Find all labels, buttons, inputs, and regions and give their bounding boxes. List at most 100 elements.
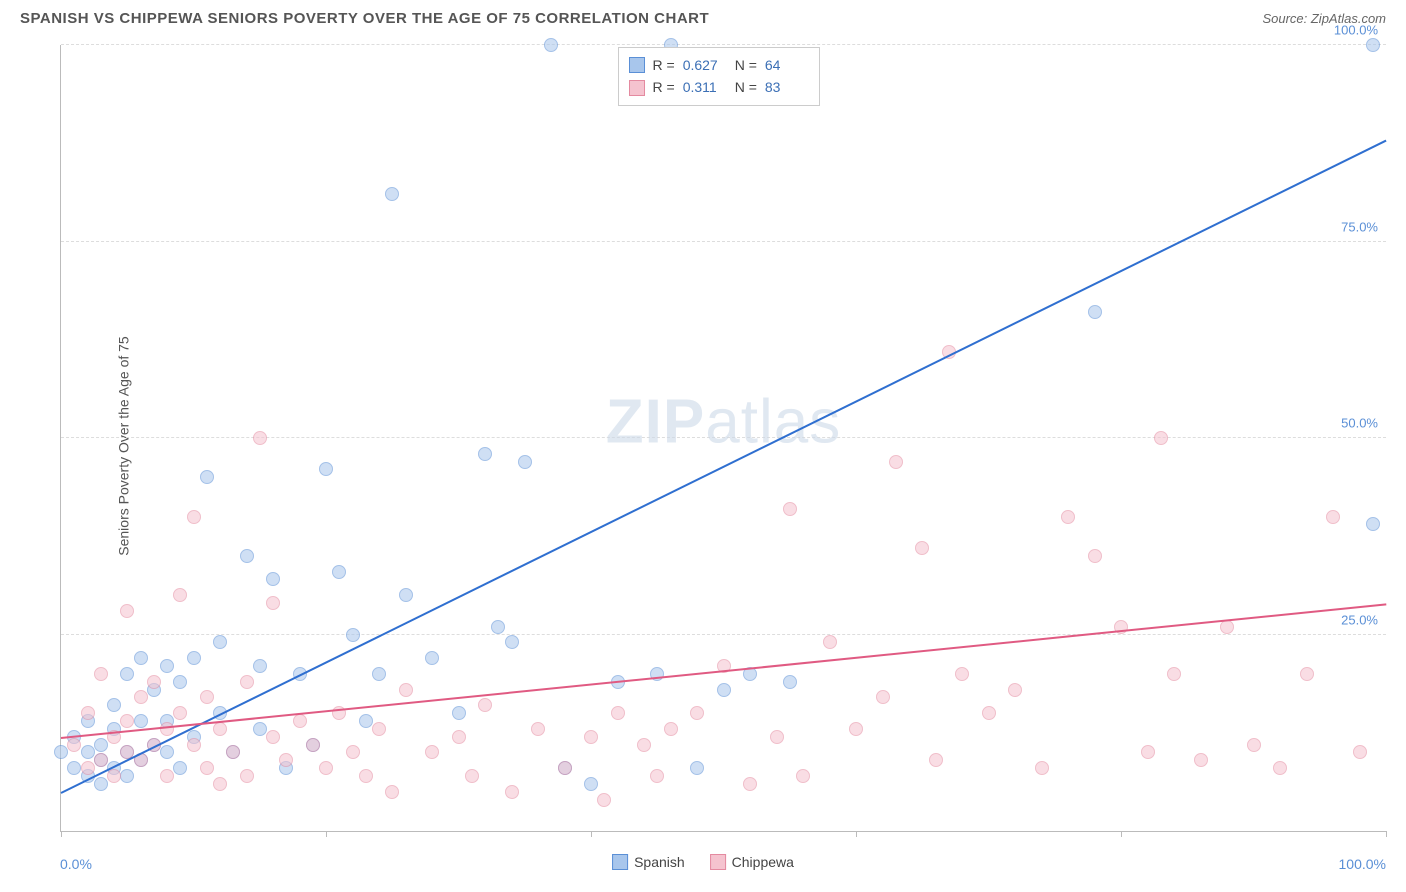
data-point <box>584 730 598 744</box>
data-point <box>425 745 439 759</box>
data-point <box>1088 549 1102 563</box>
plot-area: ZIPatlas R =0.627N =64R =0.311N =83 25.0… <box>60 45 1386 832</box>
data-point <box>359 714 373 728</box>
data-point <box>94 777 108 791</box>
data-point <box>134 690 148 704</box>
data-point <box>637 738 651 752</box>
data-point <box>372 722 386 736</box>
data-point <box>200 470 214 484</box>
data-point <box>346 628 360 642</box>
n-label: N = <box>735 76 757 98</box>
data-point <box>81 706 95 720</box>
data-point <box>160 769 174 783</box>
data-point <box>94 667 108 681</box>
data-point <box>120 714 134 728</box>
watermark: ZIPatlas <box>606 387 841 458</box>
data-point <box>399 588 413 602</box>
data-point <box>332 565 346 579</box>
data-point <box>253 431 267 445</box>
data-point <box>385 785 399 799</box>
data-point <box>107 769 121 783</box>
data-point <box>266 730 280 744</box>
data-point <box>293 714 307 728</box>
legend-item: Spanish <box>612 854 685 870</box>
data-point <box>173 761 187 775</box>
data-point <box>187 651 201 665</box>
data-point <box>120 604 134 618</box>
data-point <box>67 738 81 752</box>
data-point <box>1300 667 1314 681</box>
data-point <box>452 730 466 744</box>
x-min-label: 0.0% <box>60 856 92 872</box>
data-point <box>1247 738 1261 752</box>
data-point <box>1088 305 1102 319</box>
data-point <box>120 769 134 783</box>
data-point <box>240 549 254 563</box>
y-tick-label: 50.0% <box>1341 416 1378 431</box>
x-tick <box>61 831 62 837</box>
data-point <box>1141 745 1155 759</box>
data-point <box>518 455 532 469</box>
n-value: 83 <box>765 76 809 98</box>
data-point <box>147 675 161 689</box>
data-point <box>94 738 108 752</box>
y-tick-label: 100.0% <box>1334 23 1378 38</box>
data-point <box>478 698 492 712</box>
legend-label: Chippewa <box>732 854 794 870</box>
data-point <box>134 651 148 665</box>
data-point <box>1061 510 1075 524</box>
x-tick <box>1386 831 1387 837</box>
data-point <box>783 675 797 689</box>
data-point <box>1366 517 1380 531</box>
data-point <box>1353 745 1367 759</box>
data-point <box>1366 38 1380 52</box>
data-point <box>134 714 148 728</box>
data-point <box>253 659 267 673</box>
data-point <box>478 447 492 461</box>
chart-header: SPANISH VS CHIPPEWA SENIORS POVERTY OVER… <box>0 0 1406 32</box>
data-point <box>889 455 903 469</box>
data-point <box>1035 761 1049 775</box>
data-point <box>558 761 572 775</box>
data-point <box>1167 667 1181 681</box>
data-point <box>120 667 134 681</box>
data-point <box>173 706 187 720</box>
data-point <box>743 777 757 791</box>
y-tick-label: 25.0% <box>1341 612 1378 627</box>
data-point <box>915 541 929 555</box>
data-point <box>491 620 505 634</box>
data-point <box>531 722 545 736</box>
data-point <box>929 753 943 767</box>
y-tick-label: 75.0% <box>1341 219 1378 234</box>
data-point <box>213 777 227 791</box>
data-point <box>81 745 95 759</box>
data-point <box>81 761 95 775</box>
data-point <box>160 722 174 736</box>
x-tick <box>1121 831 1122 837</box>
data-point <box>690 706 704 720</box>
legend-swatch <box>612 854 628 870</box>
data-point <box>690 761 704 775</box>
x-tick <box>326 831 327 837</box>
data-point <box>452 706 466 720</box>
data-point <box>266 572 280 586</box>
data-point <box>505 785 519 799</box>
r-value: 0.627 <box>683 54 727 76</box>
data-point <box>823 635 837 649</box>
r-label: R = <box>653 76 675 98</box>
data-point <box>213 722 227 736</box>
data-point <box>173 675 187 689</box>
chart-title: SPANISH VS CHIPPEWA SENIORS POVERTY OVER… <box>20 10 709 27</box>
legend-swatch <box>710 854 726 870</box>
data-point <box>783 502 797 516</box>
data-point <box>94 753 108 767</box>
data-point <box>54 745 68 759</box>
data-point <box>664 722 678 736</box>
stats-row: R =0.627N =64 <box>629 54 809 76</box>
data-point <box>187 510 201 524</box>
data-point <box>1326 510 1340 524</box>
data-point <box>1194 753 1208 767</box>
data-point <box>359 769 373 783</box>
x-tick <box>856 831 857 837</box>
data-point <box>160 659 174 673</box>
